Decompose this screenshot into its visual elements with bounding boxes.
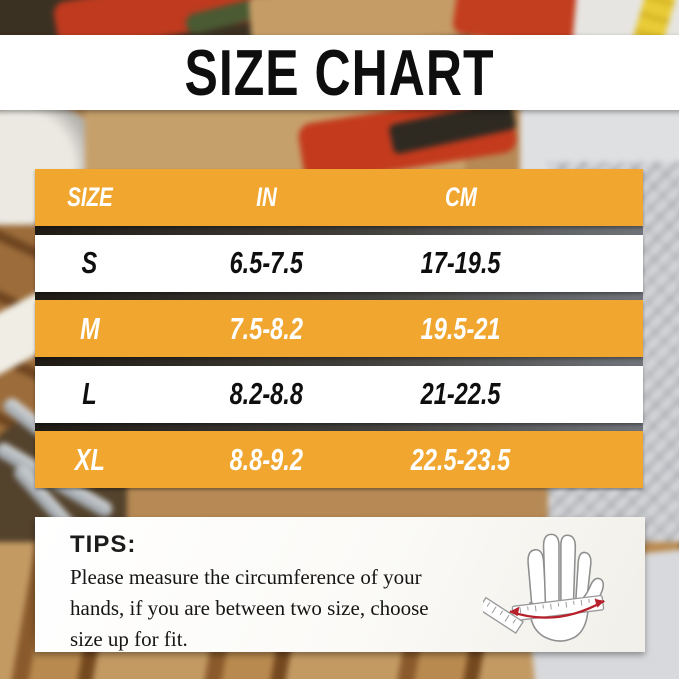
- hand-measurement-icon: [483, 533, 605, 642]
- row-cm-value: 21-22.5: [420, 376, 501, 411]
- tips-line: Please measure the circumference of your: [70, 565, 422, 589]
- size-table: SIZE IN CM S 6.5-7.5 17-19.5 M 7.5-8.2 1…: [35, 169, 643, 488]
- header-size: SIZE: [66, 182, 113, 212]
- tips-box: TIPS: Please measure the circumference o…: [35, 517, 645, 652]
- page-title: SIZE CHART: [184, 36, 495, 109]
- row-size-label: M: [79, 310, 100, 346]
- row-in-value: 8.8-9.2: [229, 441, 303, 477]
- tips-text: Please measure the circumference of your…: [70, 562, 429, 655]
- row-in-value: 8.2-8.8: [229, 376, 303, 411]
- title-banner: SIZE CHART: [0, 35, 679, 110]
- table-row-s: S 6.5-7.5 17-19.5: [35, 234, 643, 292]
- row-size-label: XL: [74, 441, 105, 477]
- row-size-label: L: [82, 376, 97, 411]
- table-row-xl: XL 8.8-9.2 22.5-23.5: [35, 431, 643, 488]
- row-in-value: 7.5-8.2: [229, 310, 303, 346]
- table-row-l: L 8.2-8.8 21-22.5: [35, 365, 643, 423]
- header-cm: CM: [444, 182, 477, 212]
- table-header-row: SIZE IN CM: [35, 169, 643, 226]
- row-in-value: 6.5-7.5: [229, 245, 303, 280]
- row-cm-value: 22.5-23.5: [410, 441, 511, 477]
- tips-line: hands, if you are between two size, choo…: [70, 596, 429, 620]
- header-in: IN: [255, 182, 277, 212]
- tips-heading: TIPS:: [70, 531, 137, 558]
- tips-line: size up for fit.: [70, 627, 188, 651]
- row-cm-value: 17-19.5: [420, 245, 501, 280]
- row-size-label: S: [81, 245, 98, 280]
- row-cm-value: 19.5-21: [420, 310, 501, 346]
- table-row-m: M 7.5-8.2 19.5-21: [35, 300, 643, 357]
